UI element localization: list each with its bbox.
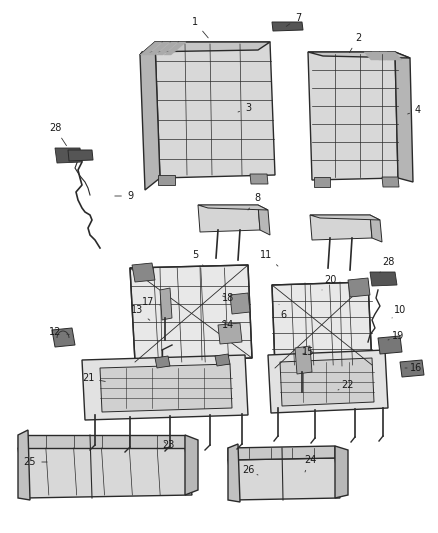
Text: 7: 7: [286, 13, 301, 27]
Text: 25: 25: [24, 457, 47, 467]
Text: 3: 3: [238, 103, 251, 113]
Polygon shape: [148, 42, 170, 55]
Polygon shape: [382, 177, 399, 187]
Polygon shape: [308, 52, 398, 180]
Polygon shape: [370, 215, 382, 242]
Text: 5: 5: [192, 250, 203, 266]
Polygon shape: [272, 282, 372, 368]
Polygon shape: [100, 364, 232, 412]
Polygon shape: [228, 444, 240, 502]
Text: 10: 10: [392, 305, 406, 318]
Text: 26: 26: [242, 465, 258, 475]
Polygon shape: [185, 435, 198, 495]
Polygon shape: [55, 148, 82, 163]
Polygon shape: [295, 346, 312, 374]
Polygon shape: [364, 52, 386, 60]
Polygon shape: [272, 22, 303, 31]
Text: 12: 12: [49, 327, 69, 337]
Text: 16: 16: [405, 363, 422, 373]
Polygon shape: [280, 358, 374, 406]
Text: 19: 19: [388, 331, 404, 341]
Polygon shape: [18, 430, 30, 500]
Text: 2: 2: [350, 33, 361, 53]
Polygon shape: [310, 215, 380, 220]
Polygon shape: [400, 360, 424, 377]
Text: 6: 6: [279, 304, 286, 320]
Polygon shape: [130, 265, 252, 362]
Polygon shape: [218, 323, 242, 344]
Text: 28: 28: [49, 123, 67, 146]
Polygon shape: [395, 52, 413, 182]
Polygon shape: [372, 52, 394, 60]
Polygon shape: [198, 205, 268, 210]
Polygon shape: [140, 42, 270, 55]
Polygon shape: [228, 458, 340, 500]
Polygon shape: [132, 263, 155, 282]
Text: 4: 4: [408, 105, 421, 115]
Polygon shape: [308, 52, 410, 58]
Polygon shape: [215, 354, 230, 366]
Polygon shape: [335, 446, 348, 498]
Text: 23: 23: [162, 440, 174, 450]
Text: 8: 8: [248, 193, 260, 210]
Text: 13: 13: [131, 305, 150, 320]
Polygon shape: [155, 356, 170, 368]
Polygon shape: [160, 288, 172, 320]
Polygon shape: [68, 150, 93, 161]
Text: 17: 17: [142, 297, 160, 307]
Polygon shape: [156, 42, 178, 55]
Text: 24: 24: [304, 455, 316, 472]
Text: 22: 22: [338, 380, 354, 390]
Polygon shape: [230, 293, 250, 314]
Polygon shape: [314, 177, 330, 187]
Polygon shape: [140, 42, 162, 55]
Polygon shape: [378, 336, 402, 354]
Polygon shape: [18, 448, 192, 498]
Polygon shape: [52, 328, 75, 347]
Polygon shape: [228, 446, 335, 460]
Text: 18: 18: [222, 293, 234, 303]
Polygon shape: [370, 272, 397, 286]
Text: 14: 14: [222, 320, 234, 330]
Polygon shape: [18, 435, 185, 448]
Polygon shape: [82, 355, 248, 420]
Polygon shape: [380, 52, 402, 60]
Polygon shape: [155, 42, 275, 178]
Text: 15: 15: [302, 347, 314, 357]
Text: 1: 1: [192, 17, 208, 38]
Polygon shape: [140, 42, 160, 190]
Polygon shape: [198, 205, 260, 232]
Polygon shape: [310, 215, 372, 240]
Polygon shape: [158, 175, 175, 185]
Text: 11: 11: [260, 250, 278, 266]
Polygon shape: [348, 278, 370, 297]
Text: 20: 20: [322, 275, 336, 290]
Polygon shape: [250, 174, 268, 184]
Polygon shape: [258, 205, 270, 235]
Text: 9: 9: [115, 191, 133, 201]
Polygon shape: [164, 42, 186, 55]
Text: 28: 28: [380, 257, 394, 273]
Text: 21: 21: [82, 373, 105, 383]
Polygon shape: [268, 350, 388, 413]
